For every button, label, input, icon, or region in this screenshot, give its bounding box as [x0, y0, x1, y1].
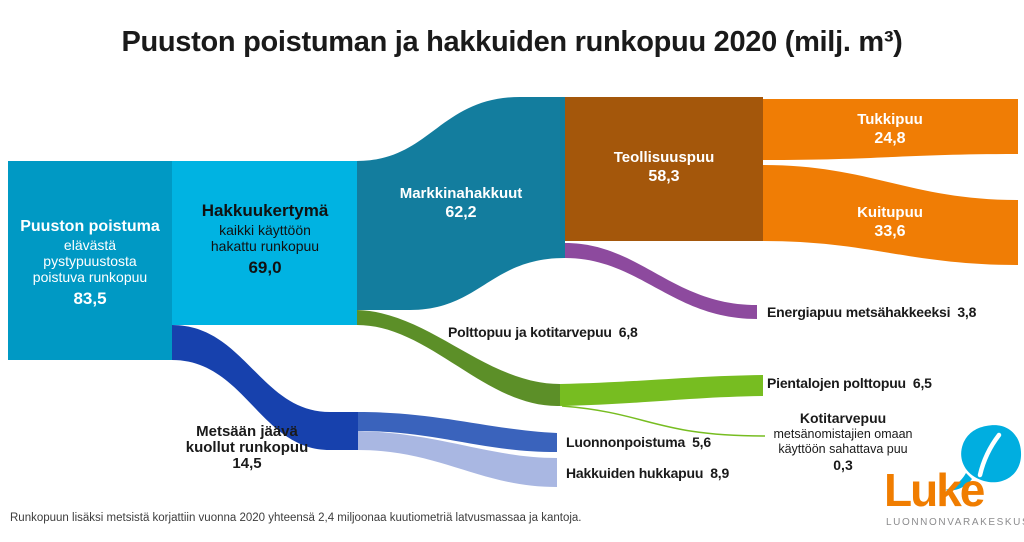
label-polttopuu-ja-kotitarvepuu: Polttopuu ja kotitarvepuu 6,8	[448, 324, 638, 340]
label-luonnonpoistuma: Luonnonpoistuma 5,6	[566, 434, 711, 450]
puuston-poistuma-sub3: poistuva runkopuu	[32, 269, 148, 285]
flow-hakkuiden-hukkapuu	[358, 431, 557, 487]
flow-polttopuu-ja-kotitarvepuu	[357, 310, 560, 407]
polttopuu-value: 6,8	[618, 324, 638, 340]
markkinahakkuut-title: Markkinahakkuut	[399, 185, 523, 202]
node-teollisuuspuu	[565, 97, 763, 241]
luonnonpoistuma-value: 5,6	[692, 434, 711, 450]
pientalojen-title: Pientalojen polttopuu	[767, 375, 906, 391]
label-energiapuu-metsahakkeeksi: Energiapuu metsähakkeeksi 3,8	[767, 304, 976, 320]
label-tukkipuu: Tukkipuu 24,8	[795, 111, 985, 149]
kotitarvepuu-sub2: käyttöön sahattava puu	[778, 442, 908, 456]
metsaan-jaava-value: 14,5	[232, 455, 262, 472]
leaf-stem	[945, 473, 972, 491]
hakkuukertyma-title: Hakkuukertymä	[201, 201, 329, 220]
label-pientalojen-polttopuu: Pientalojen polttopuu 6,5	[767, 375, 932, 391]
puuston-poistuma-sub1: elävästä	[63, 237, 117, 253]
flow-luonnonpoistuma	[358, 412, 557, 452]
tukkipuu-value: 24,8	[874, 130, 906, 147]
flow-tukkipuu	[763, 99, 1018, 160]
puuston-poistuma-value: 83,5	[73, 289, 107, 308]
markkinahakkuut-value: 62,2	[445, 204, 477, 221]
flow-metsaan-jaava-kuollut-runkopuu	[172, 325, 358, 450]
kotitarvepuu-value: 0,3	[833, 457, 853, 473]
flow-markkinahakkuut	[357, 97, 565, 310]
teollisuuspuu-title: Teollisuuspuu	[613, 149, 715, 166]
label-kuitupuu: Kuitupuu 33,6	[795, 204, 985, 242]
footnote: Runkopuun lisäksi metsistä korjattiin vu…	[10, 512, 582, 524]
metsaan-jaava-line1: Metsään jäävä	[196, 423, 298, 440]
node-hakkuukertyma	[172, 161, 357, 325]
flow-kotitarvepuu	[561, 405, 766, 437]
label-puuston-poistuma: Puuston poistuma elävästä pystypuustosta…	[8, 216, 172, 309]
hakkuukertyma-value: 69,0	[248, 258, 282, 277]
kuitupuu-value: 33,6	[874, 223, 906, 240]
label-metsaan-jaava-kuollut-runkopuu: Metsään jäävä kuollut runkopuu 14,5	[167, 424, 327, 472]
label-hakkuiden-hukkapuu: Hakkuiden hukkapuu 8,9	[566, 465, 729, 481]
node-puuston-poistuma	[8, 161, 172, 360]
metsaan-jaava-line2: kuollut runkopuu	[185, 439, 309, 456]
kotitarvepuu-sub1: metsänomistajien omaan	[773, 427, 913, 441]
flow-energiapuu-metsahakkeeksi	[565, 243, 757, 319]
label-markkinahakkuut: Markkinahakkuut 62,2	[357, 184, 565, 223]
flow-kuitupuu	[763, 165, 1018, 265]
label-teollisuuspuu: Teollisuuspuu 58,3	[565, 148, 763, 187]
luonnonpoistuma-title: Luonnonpoistuma	[566, 434, 686, 450]
tukkipuu-title: Tukkipuu	[857, 111, 923, 128]
hakkuukertyma-sub1: kaikki käyttöön	[219, 222, 311, 238]
energiapuu-title: Energiapuu metsähakkeeksi	[767, 304, 951, 320]
polttopuu-title: Polttopuu ja kotitarvepuu	[448, 324, 612, 340]
pientalojen-value: 6,5	[912, 375, 932, 391]
luke-logo-subtitle: LUONNONVARAKESKUS	[886, 517, 1024, 528]
label-kotitarvepuu: Kotitarvepuu metsänomistajien omaan käyt…	[763, 410, 923, 473]
flow-pientalojen-polttopuu	[560, 375, 763, 406]
puuston-poistuma-sub2: pystypuustosta	[43, 253, 137, 269]
energiapuu-value: 3,8	[957, 304, 977, 320]
leaf-vein	[977, 432, 1002, 478]
luke-logo-wordmark: Luke	[884, 464, 985, 516]
hakkuiden-title: Hakkuiden hukkapuu	[566, 465, 704, 481]
teollisuuspuu-value: 58,3	[648, 168, 680, 185]
chart-title: Puuston poistuman ja hakkuiden runkopuu …	[121, 26, 903, 58]
leaf-blade	[961, 425, 1022, 483]
hakkuukertyma-sub2: hakattu runkopuu	[210, 238, 320, 254]
kotitarvepuu-title: Kotitarvepuu	[799, 410, 887, 426]
kuitupuu-title: Kuitupuu	[857, 204, 923, 221]
hakkuiden-value: 8,9	[710, 465, 730, 481]
puuston-poistuma-title: Puuston poistuma	[20, 218, 160, 235]
luke-leaf-icon	[945, 425, 1022, 491]
label-hakkuukertyma: Hakkuukertymä kaikki käyttöön hakattu ru…	[174, 200, 356, 278]
